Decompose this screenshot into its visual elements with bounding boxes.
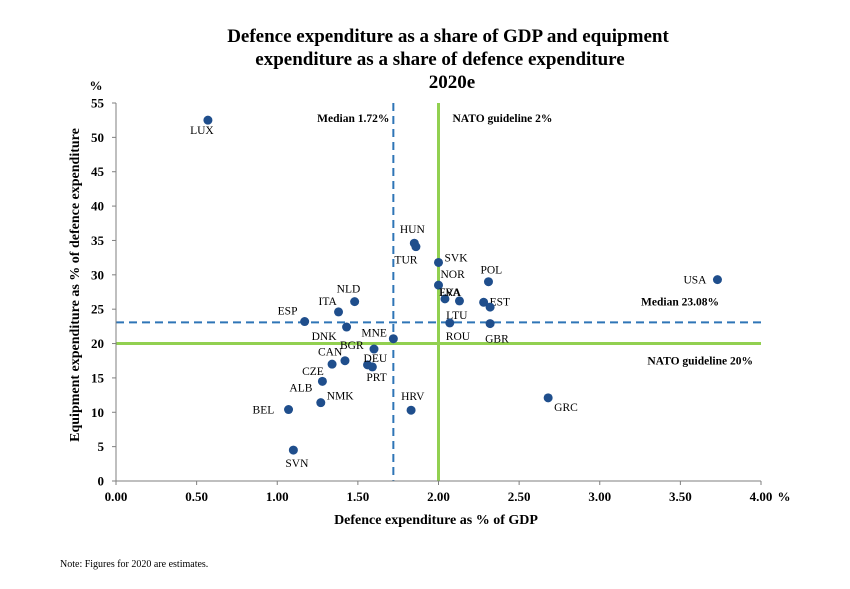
point-label-nld: NLD bbox=[337, 284, 361, 296]
point-label-ita: ITA bbox=[319, 296, 338, 308]
point-label-nmk: NMK bbox=[327, 391, 355, 403]
point-label-usa: USA bbox=[683, 275, 707, 287]
chart-title-line-2: expenditure as a share of defence expend… bbox=[255, 49, 624, 70]
data-point-fra bbox=[440, 294, 450, 304]
reference-line-label-0: Median 1.72% bbox=[317, 113, 389, 125]
data-point-nmk bbox=[316, 398, 326, 408]
point-label-bgr: BGR bbox=[340, 340, 364, 352]
x-tick-label: 0.00 bbox=[105, 489, 128, 504]
data-point-hrv bbox=[406, 405, 416, 415]
point-label-svn: SVN bbox=[285, 458, 309, 470]
data-point-ita bbox=[334, 307, 344, 317]
point-label-hrv: HRV bbox=[401, 391, 425, 403]
reference-line-labels: Median 1.72% NATO guideline 2% Median 23.0… bbox=[317, 113, 753, 368]
reference-line-label-2: Median 23.08% bbox=[641, 296, 719, 308]
data-point-pol bbox=[483, 277, 493, 287]
reference-line-label-1: NATO guideline 2% bbox=[453, 113, 553, 125]
point-label-alb: ALB bbox=[289, 382, 312, 394]
x-tick-label: 4.00 bbox=[750, 489, 773, 504]
data-point-prt bbox=[367, 362, 377, 372]
data-point-lux bbox=[203, 115, 213, 125]
y-tick-label: 50 bbox=[91, 130, 104, 145]
data-point-tur bbox=[411, 242, 421, 252]
data-point-nor bbox=[434, 280, 443, 290]
data-point-bel bbox=[284, 405, 294, 415]
data-point-cze bbox=[327, 359, 337, 369]
point-label-hun: HUN bbox=[400, 224, 426, 236]
x-axis-title: Defence expenditure as % of GDP bbox=[334, 513, 538, 528]
data-point-ltu bbox=[485, 302, 495, 312]
x-tick-label: 2.00 bbox=[427, 489, 450, 504]
data-point-gbr bbox=[485, 319, 495, 329]
data-point-alb bbox=[317, 376, 327, 386]
point-label-pol: POL bbox=[480, 265, 502, 277]
data-point-rou bbox=[445, 318, 455, 328]
y-tick-label: 15 bbox=[91, 370, 105, 385]
point-label-deu: DEU bbox=[364, 353, 388, 365]
point-label-esp: ESP bbox=[278, 306, 298, 318]
point-label-dnk: DNK bbox=[312, 331, 338, 343]
chart-title-line-3: 2020e bbox=[429, 72, 475, 93]
point-label-svk: SVK bbox=[445, 252, 469, 264]
data-point-esp bbox=[300, 317, 310, 327]
y-tick-labels: 0 5 10 15 20 25 30 35 40 45 50 55 bbox=[91, 96, 105, 489]
point-label-prt: PRT bbox=[366, 372, 386, 384]
point-label-grc: GRC bbox=[554, 402, 578, 414]
point-label-fra: FRA bbox=[439, 287, 462, 299]
y-tick-label: 20 bbox=[91, 336, 104, 351]
y-axis-unit: % bbox=[90, 78, 103, 93]
point-label-gbr: GBR bbox=[485, 334, 509, 346]
y-axis-title: Equipment expenditure as % of defence ex… bbox=[68, 128, 83, 442]
point-label-bel: BEL bbox=[253, 405, 275, 417]
y-tick-label: 40 bbox=[91, 199, 104, 214]
point-label-lva: LVA bbox=[439, 287, 461, 299]
x-tick-label: 3.50 bbox=[669, 489, 692, 504]
footnote: Note: Figures for 2020 are estimates. bbox=[60, 559, 208, 570]
data-point-svk bbox=[434, 257, 443, 267]
y-tick-label: 55 bbox=[91, 96, 105, 111]
x-tick-label: 1.50 bbox=[347, 489, 370, 504]
data-point-can bbox=[340, 356, 350, 366]
axes bbox=[112, 102, 762, 485]
data-point-grc bbox=[543, 393, 553, 403]
data-point-bgr bbox=[369, 344, 379, 354]
point-label-tur: TUR bbox=[394, 255, 417, 267]
data-point-svn bbox=[288, 445, 298, 455]
point-label-mne: MNE bbox=[361, 328, 387, 340]
point-label-rou: ROU bbox=[446, 331, 471, 343]
x-tick-label: 1.00 bbox=[266, 489, 289, 504]
chart-title: Defence expenditure as a share of GDP an… bbox=[227, 26, 669, 93]
point-label-lux: LUX bbox=[190, 125, 214, 137]
point-label-est: EST bbox=[490, 296, 510, 308]
x-tick-label: 0.50 bbox=[185, 489, 208, 504]
y-tick-label: 0 bbox=[98, 474, 105, 489]
reference-lines bbox=[116, 103, 761, 481]
y-tick-label: 35 bbox=[91, 233, 105, 248]
data-point-mne bbox=[388, 334, 398, 344]
y-tick-label: 30 bbox=[91, 267, 104, 282]
x-axis-unit: % bbox=[778, 489, 791, 504]
y-tick-label: 25 bbox=[91, 302, 105, 317]
data-point-usa bbox=[712, 275, 722, 285]
chart-title-line-1: Defence expenditure as a share of GDP an… bbox=[227, 26, 669, 47]
point-label-cze: CZE bbox=[302, 366, 324, 378]
y-tick-label: 45 bbox=[91, 164, 105, 179]
data-point-nld bbox=[350, 297, 360, 307]
x-tick-label: 2.50 bbox=[508, 489, 531, 504]
reference-line-label-3: NATO guideline 20% bbox=[647, 356, 753, 368]
x-tick-labels: 0.00 0.50 1.00 1.50 2.00 2.50 3.00 3.50 4.00 bbox=[105, 489, 773, 504]
y-tick-label: 10 bbox=[91, 405, 104, 420]
point-label-nor: NOR bbox=[441, 269, 466, 281]
x-tick-label: 3.00 bbox=[588, 489, 611, 504]
data-point-est bbox=[479, 297, 489, 307]
y-tick-label: 5 bbox=[98, 439, 105, 454]
data-point-lva bbox=[454, 296, 464, 306]
point-label-can: CAN bbox=[318, 347, 343, 359]
data-point-dnk bbox=[342, 322, 352, 332]
